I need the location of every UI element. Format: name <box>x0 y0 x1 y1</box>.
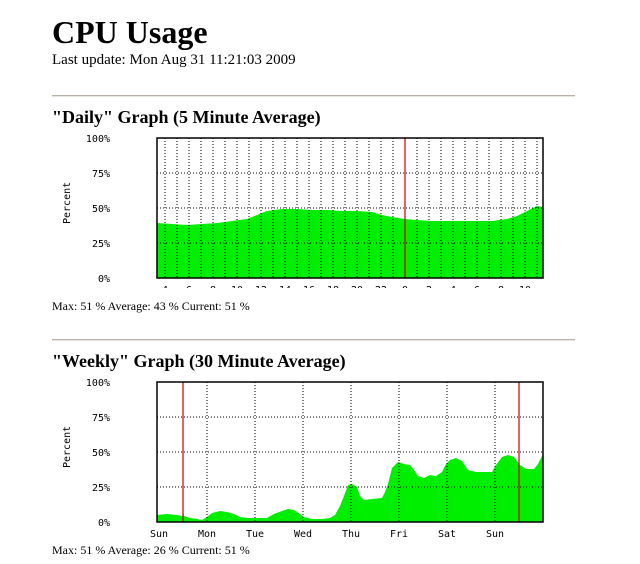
daily-graph-heading: "Daily" Graph (5 Minute Average) <box>52 107 321 127</box>
svg-text:0%: 0% <box>98 518 110 529</box>
svg-text:22: 22 <box>375 285 387 288</box>
svg-text:100%: 100% <box>86 378 110 389</box>
svg-text:Tue: Tue <box>246 529 264 540</box>
svg-text:12: 12 <box>255 285 267 288</box>
weekly-cpu-area <box>157 454 543 522</box>
svg-text:75%: 75% <box>92 169 110 180</box>
weekly-stats: Max: 51 % Average: 26 % Current: 51 % <box>52 543 250 557</box>
svg-text:4: 4 <box>450 285 456 288</box>
svg-text:8: 8 <box>210 285 216 288</box>
divider <box>52 339 575 341</box>
svg-text:75%: 75% <box>92 413 110 424</box>
svg-text:18: 18 <box>327 285 339 288</box>
svg-text:14: 14 <box>279 285 291 288</box>
weekly-grid <box>157 382 543 522</box>
svg-text:10: 10 <box>231 285 243 288</box>
svg-text:25%: 25% <box>92 483 110 494</box>
daily-stats: Max: 51 % Average: 43 % Current: 51 % <box>52 299 250 313</box>
divider <box>52 95 575 97</box>
svg-text:Fri: Fri <box>390 529 408 540</box>
svg-text:10: 10 <box>519 285 531 288</box>
svg-text:2: 2 <box>426 285 432 288</box>
weekly-plot-border <box>156 381 544 523</box>
svg-text:Sun: Sun <box>486 529 504 540</box>
svg-text:20: 20 <box>351 285 363 288</box>
daily-y-axis-labels: 100% 75% 50% 25% 0% <box>86 134 110 285</box>
daily-grid <box>157 138 543 278</box>
weekly-y-axis-title: Percent <box>62 426 73 468</box>
svg-text:100%: 100% <box>86 134 110 145</box>
daily-plot-border <box>156 137 544 279</box>
svg-text:Wed: Wed <box>294 529 312 540</box>
daily-graph: 100% 75% 50% 25% 0% Percent <box>52 128 552 288</box>
weekly-graph: 100% 75% 50% 25% 0% Percent Sun Mon Tue <box>52 372 552 540</box>
weekly-y-axis-labels: 100% 75% 50% 25% 0% <box>86 378 110 529</box>
svg-text:0: 0 <box>402 285 408 288</box>
svg-text:16: 16 <box>303 285 315 288</box>
daily-cpu-area <box>157 206 543 278</box>
svg-text:Mon: Mon <box>198 529 216 540</box>
weekly-graph-heading: "Weekly" Graph (30 Minute Average) <box>52 351 346 371</box>
daily-x-axis-labels: 4 6 8 10 12 14 16 18 20 22 0 2 4 6 8 10 <box>162 285 531 288</box>
page-title: CPU Usage <box>52 14 208 50</box>
svg-text:Sat: Sat <box>438 529 456 540</box>
svg-text:Sun: Sun <box>150 529 168 540</box>
last-update: Last update: Mon Aug 31 11:21:03 2009 <box>52 52 296 68</box>
svg-text:50%: 50% <box>92 204 110 215</box>
svg-text:8: 8 <box>498 285 504 288</box>
svg-text:4: 4 <box>162 285 168 288</box>
svg-text:6: 6 <box>474 285 480 288</box>
svg-text:Thu: Thu <box>342 529 360 540</box>
daily-y-axis-title: Percent <box>62 182 73 224</box>
svg-text:25%: 25% <box>92 239 110 250</box>
svg-text:6: 6 <box>186 285 192 288</box>
svg-text:0%: 0% <box>98 274 110 285</box>
svg-text:50%: 50% <box>92 448 110 459</box>
weekly-x-axis-labels: Sun Mon Tue Wed Thu Fri Sat Sun <box>150 529 504 540</box>
